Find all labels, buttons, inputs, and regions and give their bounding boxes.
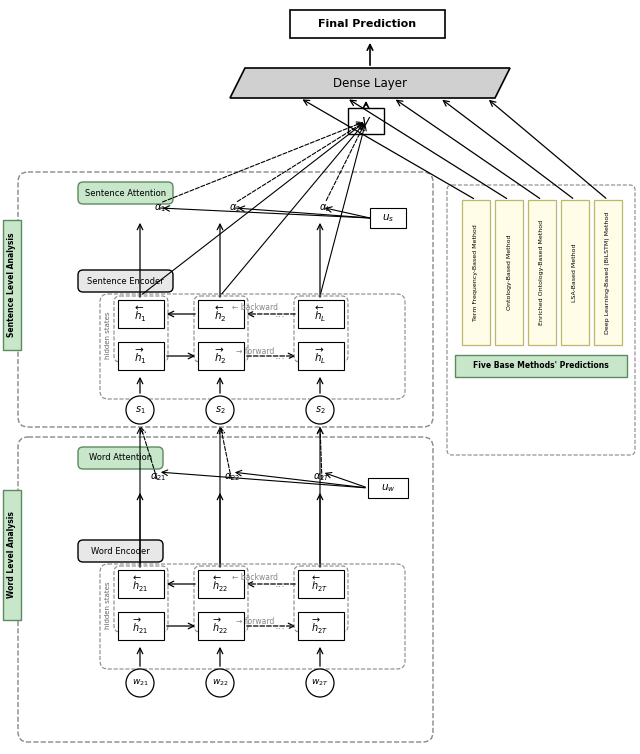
Text: $\overleftarrow{h}_2$: $\overleftarrow{h}_2$ <box>214 305 227 323</box>
Text: ...: ... <box>275 351 285 361</box>
Circle shape <box>306 396 334 424</box>
Text: $\alpha_{2T}$: $\alpha_{2T}$ <box>314 471 331 483</box>
Text: hidden states: hidden states <box>105 311 111 359</box>
Text: Dense Layer: Dense Layer <box>333 76 407 90</box>
Text: → forward: → forward <box>236 348 274 357</box>
Text: $\alpha_1$: $\alpha_1$ <box>154 202 166 214</box>
FancyBboxPatch shape <box>298 570 344 598</box>
Text: $\overrightarrow{h}_2$: $\overrightarrow{h}_2$ <box>214 346 227 366</box>
FancyBboxPatch shape <box>198 570 244 598</box>
FancyBboxPatch shape <box>594 200 622 345</box>
FancyBboxPatch shape <box>298 342 344 370</box>
Text: ← backward: ← backward <box>232 304 278 312</box>
Text: $s_1$: $s_1$ <box>134 404 145 416</box>
FancyBboxPatch shape <box>368 478 408 498</box>
Text: $\overrightarrow{h}_1$: $\overrightarrow{h}_1$ <box>134 346 147 366</box>
Text: Enriched Ontology-Based Method: Enriched Ontology-Based Method <box>540 220 545 325</box>
Text: $\overrightarrow{h}_{22}$: $\overrightarrow{h}_{22}$ <box>212 616 228 636</box>
Text: $\overrightarrow{h}_{2T}$: $\overrightarrow{h}_{2T}$ <box>312 616 328 636</box>
FancyBboxPatch shape <box>78 182 173 204</box>
Text: Sentence Attention: Sentence Attention <box>85 188 166 198</box>
Text: Word Level Analysis: Word Level Analysis <box>8 511 17 599</box>
FancyBboxPatch shape <box>114 296 168 362</box>
Text: Final Prediction: Final Prediction <box>319 19 417 29</box>
Text: ...: ... <box>275 309 285 319</box>
FancyBboxPatch shape <box>114 566 168 632</box>
Text: Deep Learning-Based (BiLSTM) Method: Deep Learning-Based (BiLSTM) Method <box>605 211 611 333</box>
Text: $\alpha_L$: $\alpha_L$ <box>319 202 331 214</box>
Text: ← backward: ← backward <box>232 574 278 583</box>
FancyBboxPatch shape <box>294 296 348 362</box>
Text: Term Frequency-Based Method: Term Frequency-Based Method <box>474 224 479 321</box>
FancyBboxPatch shape <box>194 566 248 632</box>
FancyBboxPatch shape <box>447 185 635 455</box>
FancyBboxPatch shape <box>298 612 344 640</box>
FancyBboxPatch shape <box>3 220 21 350</box>
Circle shape <box>126 396 154 424</box>
FancyBboxPatch shape <box>3 490 21 620</box>
Text: $u_w$: $u_w$ <box>381 482 396 494</box>
FancyBboxPatch shape <box>561 200 589 345</box>
FancyBboxPatch shape <box>462 200 490 345</box>
Circle shape <box>126 669 154 697</box>
FancyBboxPatch shape <box>294 566 348 632</box>
Text: $\alpha_{22}$: $\alpha_{22}$ <box>224 471 240 483</box>
Text: $w_{2T}$: $w_{2T}$ <box>311 678 329 688</box>
FancyBboxPatch shape <box>78 447 163 469</box>
FancyBboxPatch shape <box>118 300 164 328</box>
Text: $s_2$: $s_2$ <box>315 404 325 416</box>
FancyBboxPatch shape <box>118 612 164 640</box>
Text: Five Base Methods' Predictions: Five Base Methods' Predictions <box>473 361 609 370</box>
FancyBboxPatch shape <box>100 294 405 399</box>
Text: Word Attention: Word Attention <box>89 453 152 462</box>
Text: Ontology-Based Method: Ontology-Based Method <box>506 234 511 310</box>
FancyBboxPatch shape <box>194 296 248 362</box>
Text: LSA-Based Method: LSA-Based Method <box>573 244 577 302</box>
Text: $w_{22}$: $w_{22}$ <box>212 678 228 688</box>
Text: $\overleftarrow{h}_{21}$: $\overleftarrow{h}_{21}$ <box>132 575 148 593</box>
FancyBboxPatch shape <box>298 300 344 328</box>
Text: $v$: $v$ <box>361 114 371 128</box>
FancyBboxPatch shape <box>118 570 164 598</box>
FancyBboxPatch shape <box>18 172 433 427</box>
FancyBboxPatch shape <box>18 437 433 742</box>
Text: $w_{21}$: $w_{21}$ <box>132 678 148 688</box>
FancyBboxPatch shape <box>78 540 163 562</box>
Text: $\overleftarrow{h}_1$: $\overleftarrow{h}_1$ <box>134 305 147 323</box>
Text: ...: ... <box>275 621 285 631</box>
Text: $\overrightarrow{h}_L$: $\overrightarrow{h}_L$ <box>314 346 326 366</box>
FancyBboxPatch shape <box>78 270 173 292</box>
Text: $\overleftarrow{h}_{22}$: $\overleftarrow{h}_{22}$ <box>212 575 228 593</box>
Text: $\overleftarrow{h}_L$: $\overleftarrow{h}_L$ <box>314 305 326 323</box>
FancyBboxPatch shape <box>290 10 445 38</box>
Text: $\overrightarrow{h}_{21}$: $\overrightarrow{h}_{21}$ <box>132 616 148 636</box>
Circle shape <box>306 669 334 697</box>
FancyBboxPatch shape <box>455 355 627 377</box>
FancyBboxPatch shape <box>495 200 523 345</box>
Text: hidden states: hidden states <box>105 581 111 629</box>
Text: ...: ... <box>275 579 285 589</box>
FancyBboxPatch shape <box>198 612 244 640</box>
FancyBboxPatch shape <box>370 208 406 228</box>
Text: $s_2$: $s_2$ <box>214 404 225 416</box>
FancyBboxPatch shape <box>118 342 164 370</box>
Text: Sentence Level Analysis: Sentence Level Analysis <box>8 233 17 337</box>
FancyBboxPatch shape <box>198 342 244 370</box>
FancyBboxPatch shape <box>528 200 556 345</box>
Text: → forward: → forward <box>236 618 274 627</box>
Text: $u_s$: $u_s$ <box>382 212 394 224</box>
Text: $\alpha_2$: $\alpha_2$ <box>229 202 241 214</box>
FancyBboxPatch shape <box>100 564 405 669</box>
Circle shape <box>206 396 234 424</box>
Text: $\alpha_{21}$: $\alpha_{21}$ <box>150 471 166 483</box>
Circle shape <box>206 669 234 697</box>
Text: Sentence Encoder: Sentence Encoder <box>87 277 164 286</box>
Text: $\overleftarrow{h}_{2T}$: $\overleftarrow{h}_{2T}$ <box>312 575 328 593</box>
Polygon shape <box>230 68 510 98</box>
Text: Word Encoder: Word Encoder <box>91 547 150 556</box>
FancyBboxPatch shape <box>348 108 384 134</box>
FancyBboxPatch shape <box>198 300 244 328</box>
